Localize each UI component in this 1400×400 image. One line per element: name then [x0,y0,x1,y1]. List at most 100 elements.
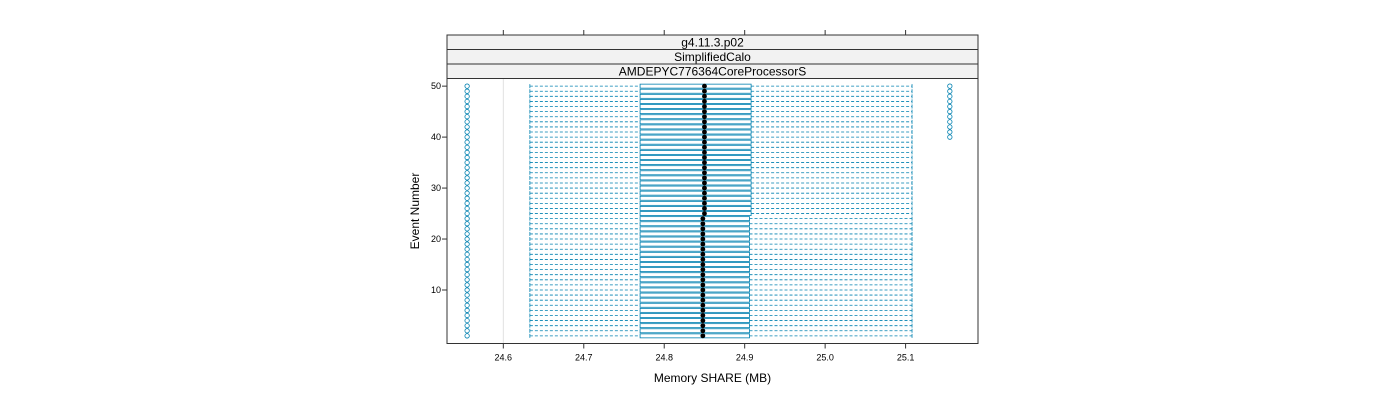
median-dot-4 [700,318,706,323]
x-tick-label-24.9: 24.9 [736,353,754,363]
median-dot-45 [702,109,707,115]
median-dot-5 [700,313,706,318]
median-dot-37 [702,149,707,155]
box-50 [639,83,752,89]
outlier-14-1 [464,267,470,273]
box-39 [639,139,752,145]
median-layer [700,83,707,339]
box-7 [639,302,750,308]
box-6 [639,307,750,313]
median-dot-11 [700,282,706,288]
outlier-39-1 [464,139,470,145]
box-22 [639,226,750,232]
box-26 [639,206,752,211]
whisker-layer [529,84,913,338]
median-dot-9 [700,292,706,298]
outlier-32-1 [464,175,470,181]
outlier-41-1 [464,129,470,135]
median-dot-31 [702,180,707,186]
x-axis-title: Memory SHARE (MB) [654,371,771,385]
box-3 [639,323,750,329]
y-tick-label-50: 50 [431,81,441,91]
median-dot-3 [700,323,706,329]
box-2 [639,328,750,334]
y-tick-label-20: 20 [431,234,441,244]
median-dot-44 [702,114,707,120]
box-11 [639,282,750,288]
median-dot-15 [700,262,706,267]
box-38 [639,144,752,150]
median-dot-33 [702,170,707,176]
outlier-1-1 [464,333,470,339]
outlier-4-1 [464,317,470,324]
outlier-23-1 [464,221,470,227]
outlier-29-1 [464,190,470,196]
outlier-21-1 [464,231,470,237]
box-12 [639,277,750,283]
box-36 [639,155,752,160]
y-tick-label-10: 10 [431,285,441,295]
outlier-42-2 [947,124,953,130]
outlier-42-1 [464,124,470,130]
outlier-50-2 [947,83,953,89]
outlier-18-1 [464,246,470,252]
median-dot-46 [702,104,707,109]
box-23 [639,221,750,227]
panel-border [446,78,979,344]
box-5 [639,313,750,318]
outlier-46-2 [947,103,953,110]
median-dot-47 [702,99,707,104]
box-43 [639,119,752,125]
strip-3-label: AMDEPYC776364CoreProcessorS [619,65,806,79]
outlier-45-1 [464,109,470,115]
outlier-16-1 [464,256,470,263]
box-33 [639,170,752,176]
box-27 [639,200,752,206]
box-4 [639,318,750,323]
median-dot-1 [700,333,706,339]
outlier-38-1 [464,144,470,150]
median-dot-8 [700,297,706,303]
outlier-7-1 [464,302,470,308]
median-dot-14 [700,267,706,273]
median-dot-21 [700,231,706,237]
median-dot-18 [700,246,706,252]
outlier-9-1 [464,292,470,298]
outlier-20-1 [464,236,470,242]
outlier-44-1 [464,114,470,120]
median-dot-22 [700,226,706,232]
box-10 [639,287,750,293]
box-45 [639,109,752,115]
x-tick-label-24.6: 24.6 [495,353,513,363]
outlier-28-1 [464,195,470,201]
outlier-22-1 [464,226,470,232]
outlier-34-1 [464,165,470,171]
outlier-2-1 [464,328,470,334]
outlier-25-1 [464,210,470,217]
box-16 [639,257,750,262]
median-dot-39 [702,139,707,145]
outlier-13-1 [464,272,470,278]
box-46 [639,104,752,109]
median-dot-26 [702,206,707,211]
median-dot-42 [702,124,707,130]
strip-1-label: g4.11.3.p02 [681,36,744,50]
median-dot-13 [700,272,706,278]
median-dot-29 [702,190,707,196]
outlier-11-1 [464,282,470,288]
median-dot-38 [702,144,707,150]
box-30 [639,185,752,191]
box-9 [639,292,750,298]
box-44 [639,114,752,120]
median-dot-41 [702,129,707,135]
median-dot-43 [702,119,707,125]
y-axis-title: Event Number [408,173,422,250]
y-axis: 10 20 30 40 50 [431,81,447,295]
box-42 [639,124,752,130]
box-32 [639,175,752,181]
outlier-33-1 [464,170,470,176]
outlier-48-1 [464,93,470,99]
outlier-47-1 [464,98,470,105]
median-dot-24 [700,216,706,222]
